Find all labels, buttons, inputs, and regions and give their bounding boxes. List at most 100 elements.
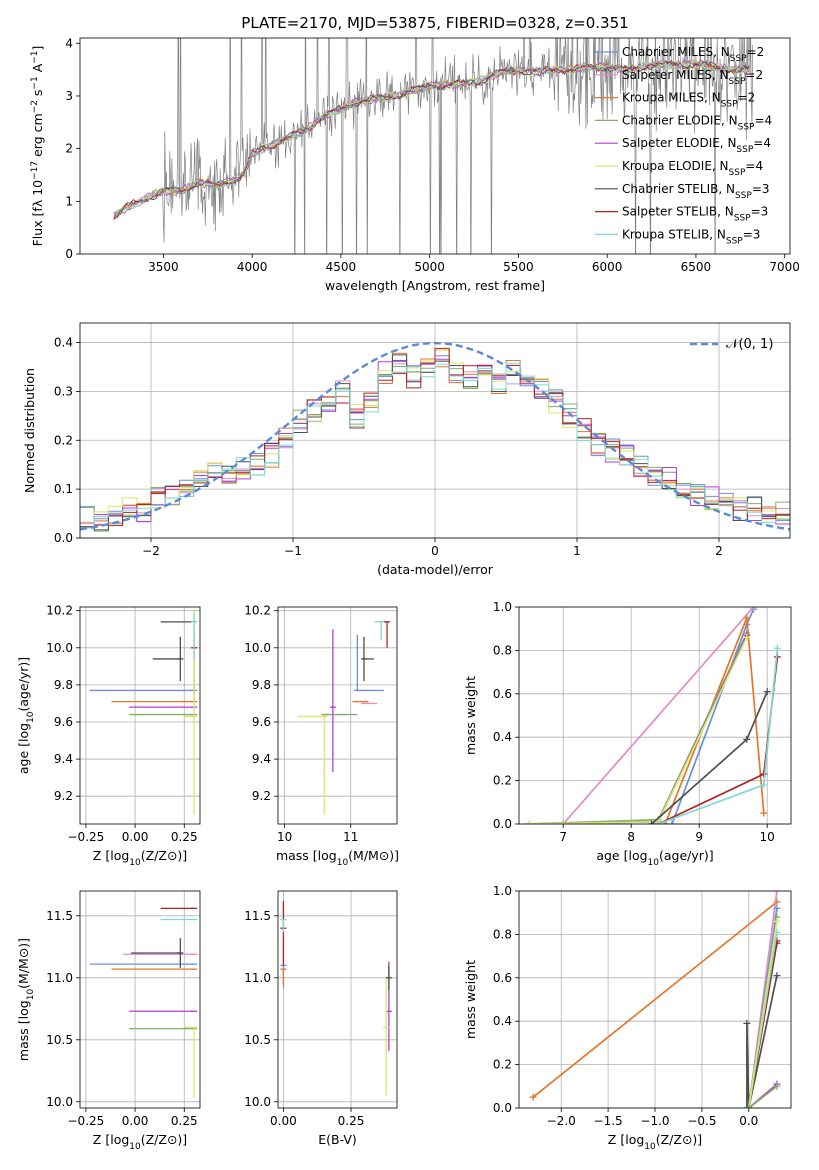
legend-label: Salpeter STELIB, NSSP=3	[622, 205, 768, 224]
weight-line	[529, 632, 748, 824]
label-part: 10	[26, 711, 36, 723]
y-tick-label: 0.8	[493, 927, 512, 941]
label-part: 10	[648, 858, 660, 868]
label-part: SSP	[736, 145, 753, 155]
label-part: peter STELIB, N	[640, 205, 733, 219]
x-tick-label: 0.25	[338, 1114, 365, 1128]
label-part: mass [	[276, 848, 318, 863]
x-axis-label: Z [log10(Z/Z⊙)]	[608, 1132, 702, 1152]
weight-line	[529, 634, 748, 824]
y-tick-label: 3	[65, 89, 73, 103]
label-part: Normed distribution	[22, 368, 37, 493]
x-tick-label: −2	[142, 544, 160, 558]
x-tick-label: 3500	[148, 260, 179, 274]
label-part: (Z/Z⊙)]	[141, 1132, 187, 1147]
label-part: l	[450, 562, 453, 577]
data-point	[773, 904, 781, 912]
x-axis-label: E(B-V)	[318, 1132, 357, 1147]
weight-line	[747, 975, 778, 1108]
plot-area	[89, 907, 198, 1099]
x-tick-label: 0.00	[122, 1114, 149, 1128]
y-tick-label: 1.0	[493, 884, 512, 898]
x-tick-label: 5500	[503, 260, 534, 274]
x-tick-label: −0.5	[687, 1114, 716, 1128]
label-part: age [	[16, 742, 31, 774]
label-part: λ 10	[30, 180, 45, 207]
y-tick-label: 9.8	[252, 678, 271, 692]
plot-area	[529, 891, 781, 1108]
chart-mass_vs_EBV: 0.00 0.25 10.0 10.5 11.0 11.5 E(B-V)	[244, 890, 398, 1147]
label-part: (age/yr)]	[16, 657, 31, 712]
label-part: wave	[325, 278, 358, 293]
y-tick-label: 0.4	[493, 730, 512, 744]
label-part: erg cm	[30, 113, 45, 161]
weight-line	[529, 637, 748, 824]
label-part: 10	[26, 989, 36, 1001]
x-tick-label: 11	[343, 830, 358, 844]
chart-residuals: −2 −1 0 1 2 0.0 0.1 0.2 0.3 0.4 (data-model)/error…	[22, 322, 791, 577]
label-part: =2	[738, 91, 756, 105]
x-tick-label: 1	[573, 544, 581, 558]
plot-area	[89, 608, 198, 815]
weight-line	[532, 901, 778, 1098]
y-axis-label: mass weight	[463, 676, 478, 755]
x-tick-label: −0.25	[68, 830, 105, 844]
axes-frame	[518, 890, 792, 1109]
x-axis-label: age [log10(age/yr)]	[596, 848, 713, 868]
y-axis-label: Flux [fλ 10−17 erg cm−2 s−1 A−1]	[30, 46, 45, 247]
label-part: Sa	[622, 136, 637, 150]
y-tick-label: 11.5	[46, 909, 73, 923]
label-part: log	[110, 1132, 129, 1147]
data-point	[559, 820, 567, 824]
y-tick-label: 9.8	[54, 678, 73, 692]
label-part: =3	[743, 227, 761, 241]
x-tick-label: 0.00	[122, 830, 149, 844]
label-part: (M/M⊙)]	[16, 938, 31, 989]
label-part: Chabrier STELIB, N	[622, 182, 735, 196]
label-part: SSP	[734, 214, 751, 224]
x-tick-label: 5000	[414, 260, 445, 274]
y-tick-label: 0.6	[493, 687, 512, 701]
label-part: =3	[752, 182, 770, 196]
plot-area	[297, 621, 391, 815]
y-tick-label: 1.0	[493, 600, 512, 614]
data-point	[760, 781, 768, 789]
x-tick-label: −1.0	[640, 1114, 669, 1128]
y-tick-label: 9.2	[252, 789, 271, 803]
x-tick-label: 2	[715, 544, 723, 558]
axes-frame	[277, 606, 398, 825]
legend-label: Chabrier MILES, NSSP=2	[622, 45, 764, 64]
y-axis-label: mass weight	[463, 960, 478, 1039]
data-point	[743, 1019, 751, 1027]
y-tick-label: 10.0	[46, 1095, 73, 1109]
x-tick-label: 9	[695, 830, 703, 844]
x-tick-label: 0.00	[270, 1114, 297, 1128]
label-part: l	[637, 205, 640, 219]
label-part: mass weight	[463, 676, 478, 755]
axes-frame	[79, 322, 791, 539]
data-point	[745, 1104, 753, 1108]
data-point	[525, 820, 533, 824]
data-point	[760, 809, 768, 817]
x-axis-label: (data-model)/error	[377, 562, 494, 577]
label-part: log	[110, 848, 129, 863]
label-part: E(B-V)	[318, 1132, 357, 1147]
label-part: s	[30, 90, 45, 101]
y-tick-label: 1	[65, 194, 73, 208]
x-tick-label: 7000	[769, 260, 800, 274]
label-part: l	[358, 278, 361, 293]
chart-weight_vs_Z: −2.0 −1.5 −1.0 −0.5 0.0 0.0 0.2 0.4 0.6 0.8 1.0 Z […	[463, 884, 792, 1152]
y-tick-label: 0.2	[493, 774, 512, 788]
label-part: Chabrier MILES, N	[622, 45, 730, 59]
legend-label: Kroupa MILES, NSSP=2	[622, 91, 755, 110]
weight-line	[671, 608, 755, 824]
label-part: SSP	[738, 122, 755, 132]
label-part: (age/yr)]	[659, 848, 714, 863]
label-part: l	[30, 236, 45, 239]
y-tick-label: 0.8	[493, 643, 512, 657]
label-part: Kroupa ELODIE, N	[622, 159, 729, 173]
label-part: SSP	[726, 236, 743, 246]
